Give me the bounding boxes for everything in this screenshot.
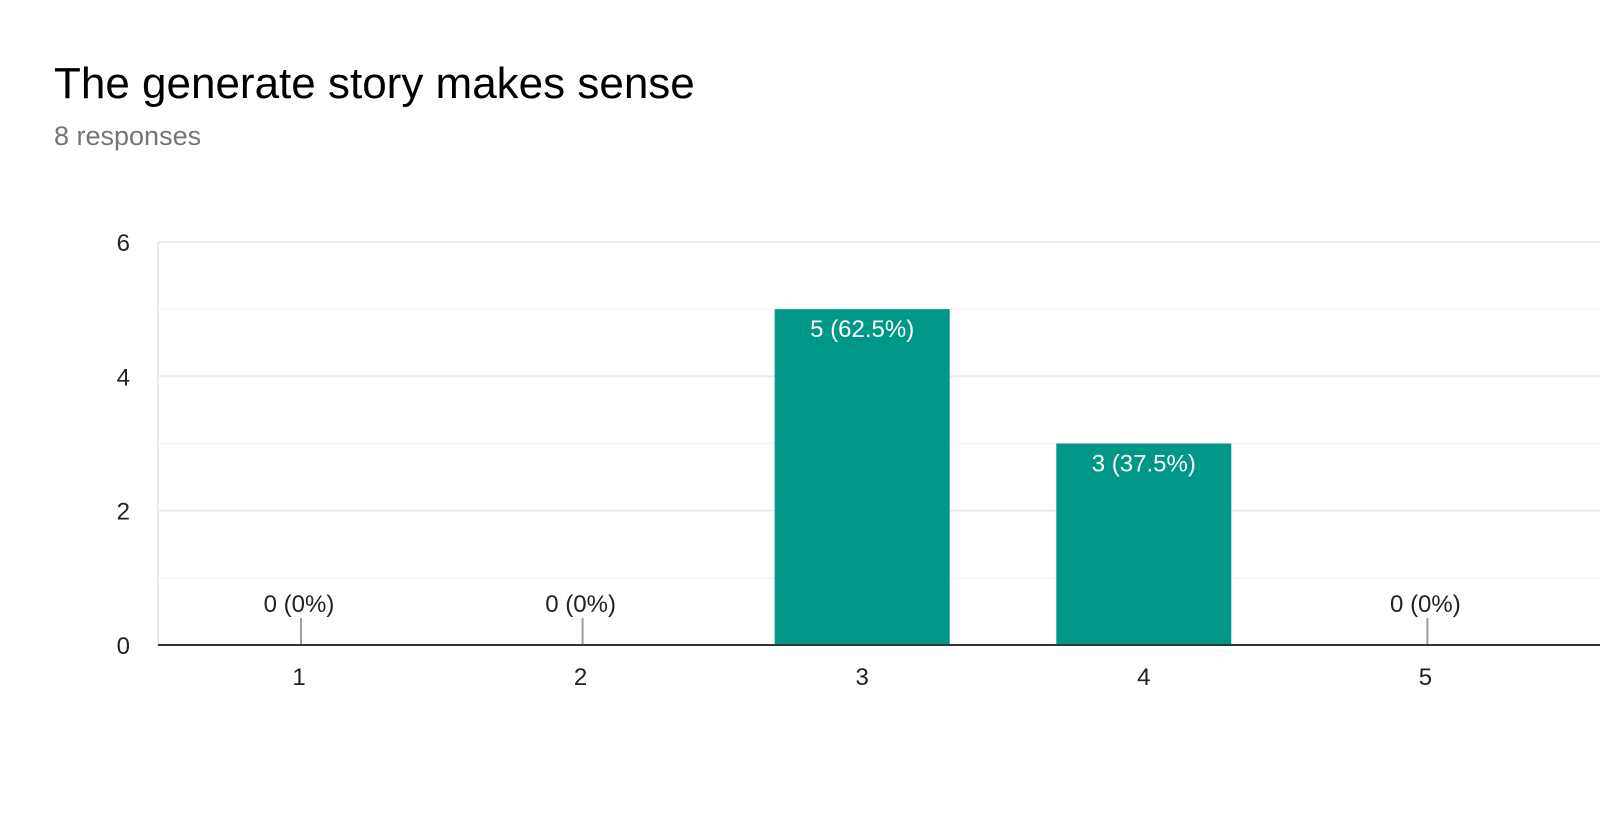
- bar: [774, 309, 950, 645]
- labels: 0 2 4 6 0 (0%) 1 0 (0%) 2 5 (62.5%) 3 3 (37.5%) 4 0 …: [117, 230, 1461, 691]
- data-label: 0 (0%): [1390, 591, 1461, 618]
- x-tick-label: 2: [574, 664, 587, 691]
- bar: [1056, 443, 1232, 645]
- y-tick-label: 4: [117, 364, 130, 391]
- chart-title: The generate story makes sense: [54, 59, 695, 108]
- data-label: 0 (0%): [264, 591, 335, 618]
- y-tick-label: 2: [117, 499, 130, 526]
- x-tick-label: 4: [1137, 664, 1150, 691]
- data-label: 3 (37.5%): [1092, 451, 1196, 478]
- response-count: 8 responses: [54, 121, 202, 151]
- y-tick-label: 6: [117, 230, 130, 257]
- data-label: 0 (0%): [545, 591, 616, 618]
- data-label: 5 (62.5%): [810, 316, 914, 343]
- x-tick-label: 1: [292, 664, 305, 691]
- bars: [300, 309, 1429, 645]
- x-tick-label: 3: [856, 664, 869, 691]
- y-tick-label: 0: [117, 633, 130, 660]
- x-tick-label: 5: [1419, 664, 1432, 691]
